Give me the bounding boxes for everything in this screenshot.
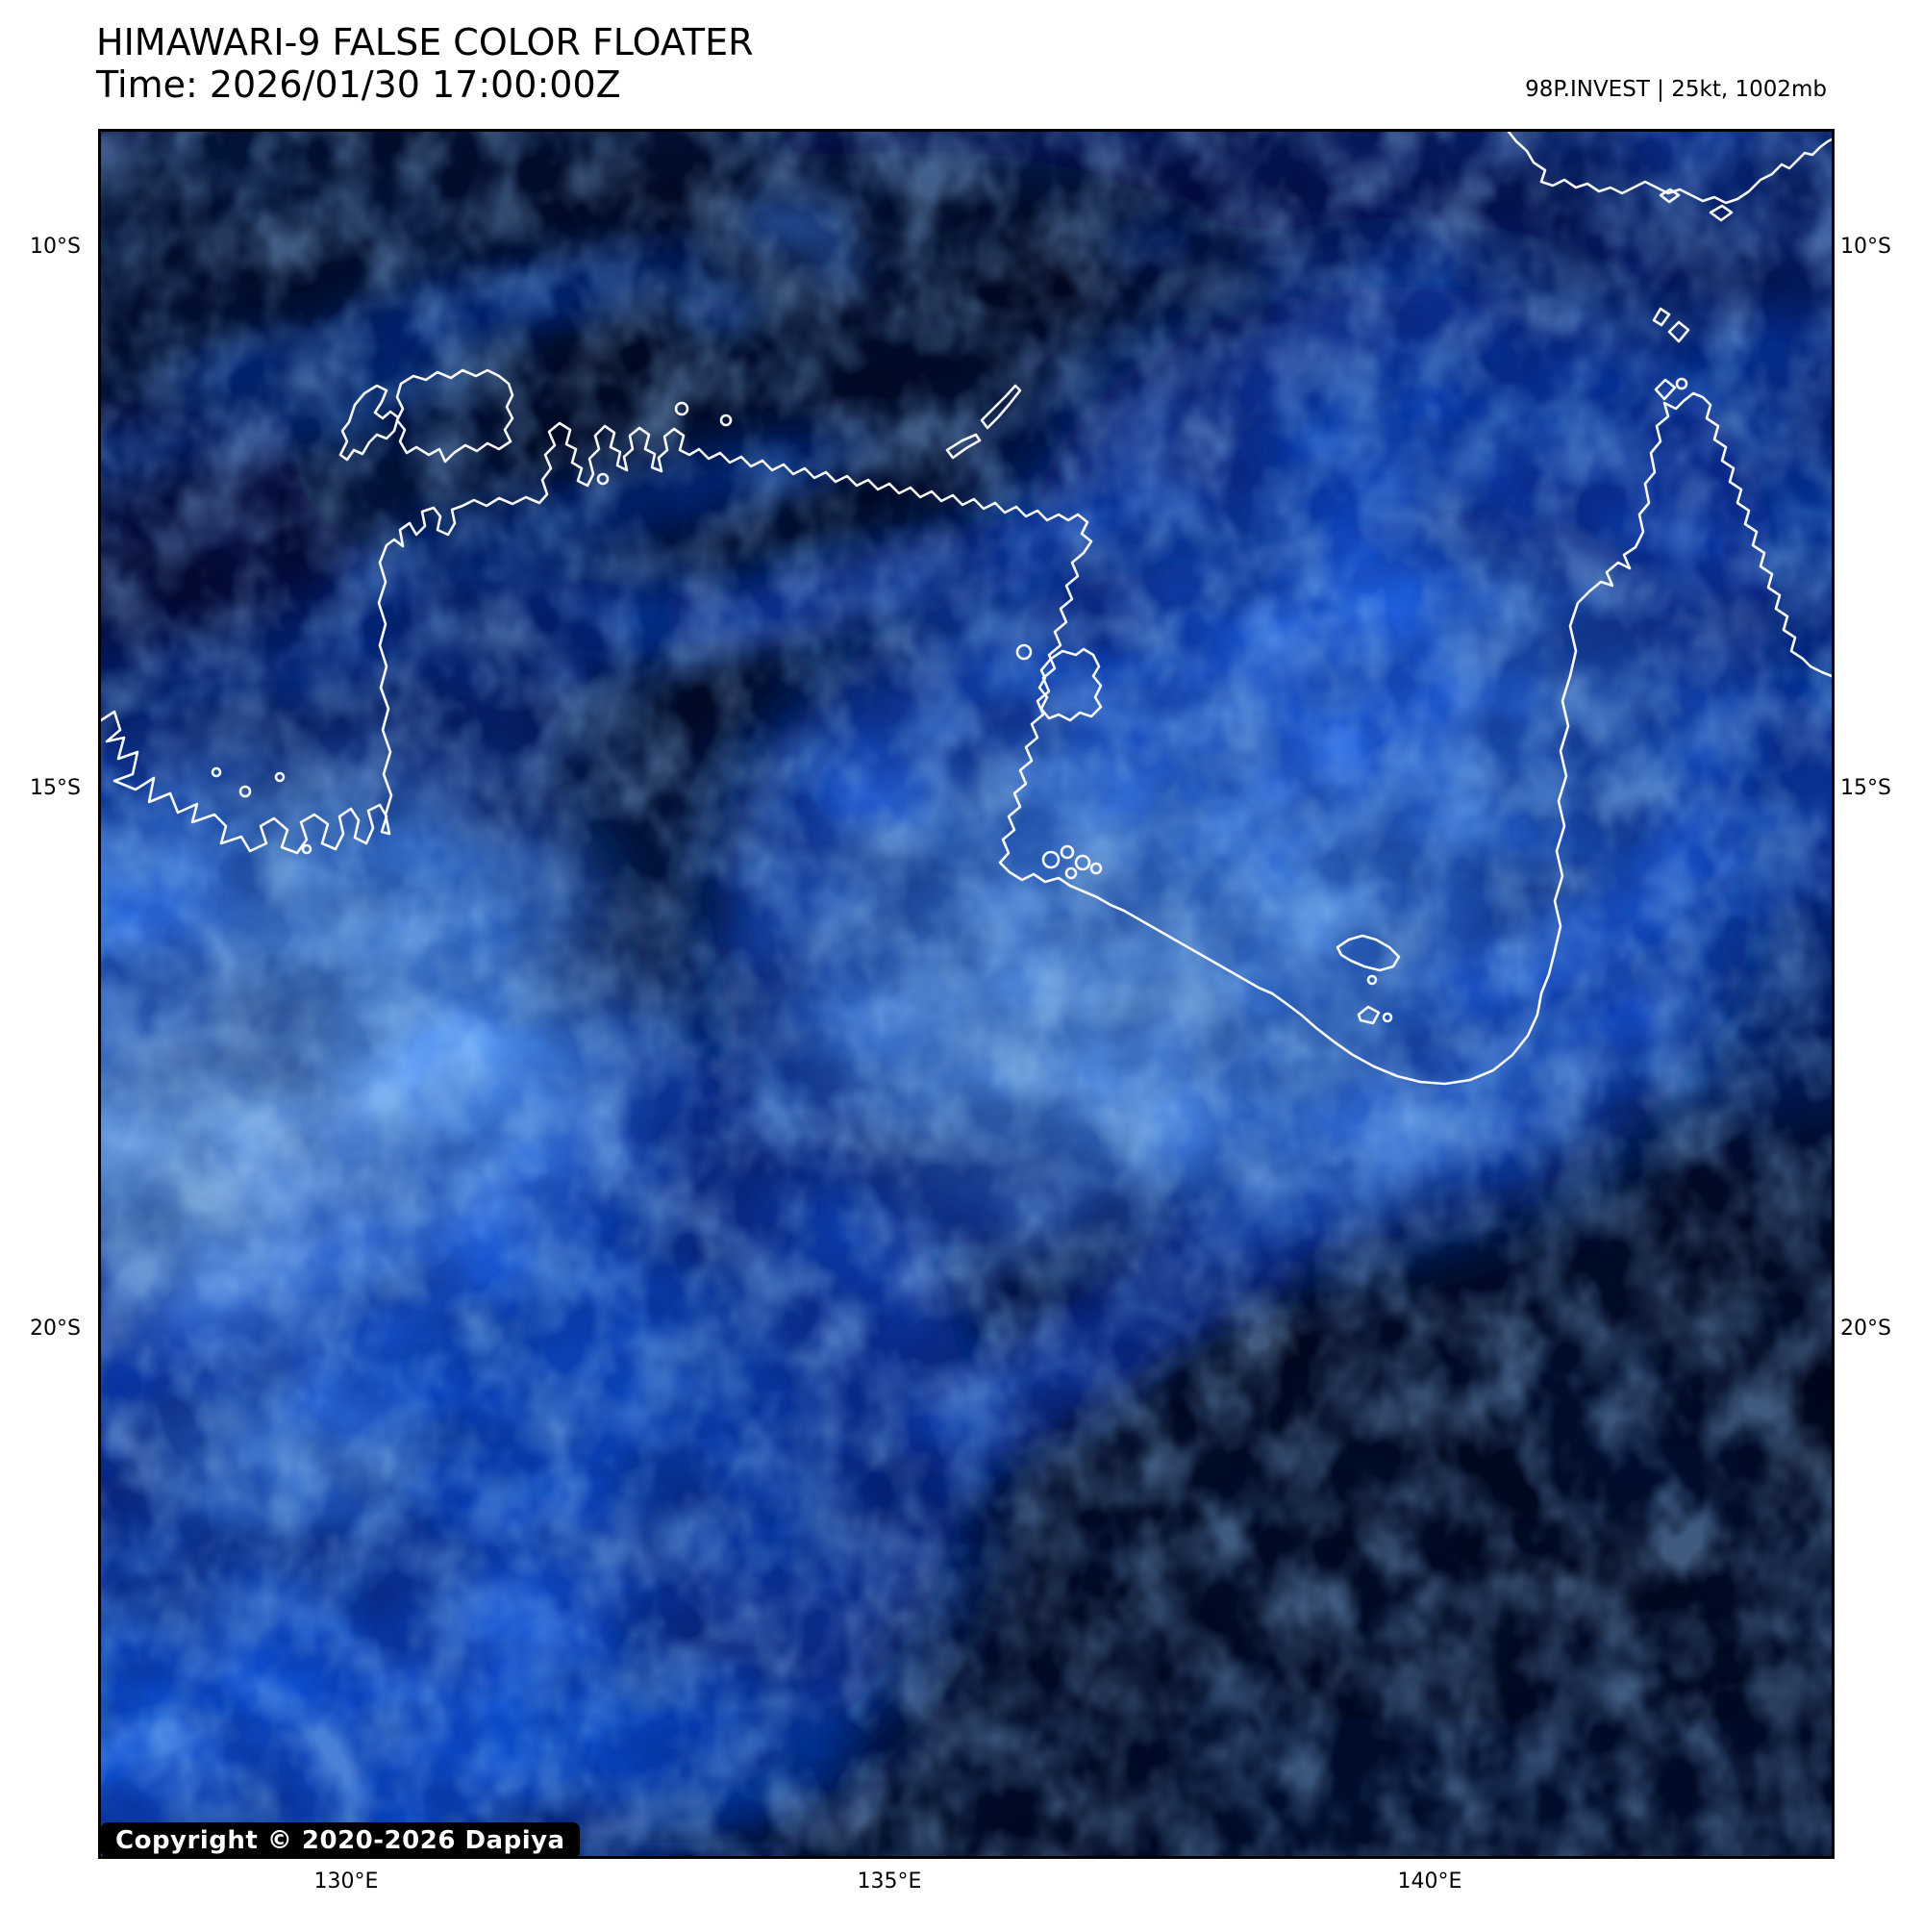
title-block: HIMAWARI-9 FALSE COLOR FLOATER Time: 202… <box>96 21 754 106</box>
himawari-floater-page: HIMAWARI-9 FALSE COLOR FLOATER Time: 202… <box>0 0 1923 1932</box>
noise-texture <box>101 132 1832 1856</box>
lon-label-135e: 135°E <box>858 1869 922 1894</box>
timestamp: Time: 2026/01/30 17:00:00Z <box>96 63 754 106</box>
copyright-badge: Copyright © 2020-2026 Dapiya <box>101 1822 580 1858</box>
page-title: HIMAWARI-9 FALSE COLOR FLOATER <box>96 21 754 63</box>
lon-label-140e: 140°E <box>1398 1869 1462 1894</box>
satellite-image <box>101 132 1832 1856</box>
lat-label-left-15s: 15°S <box>0 776 90 800</box>
lat-label-left-10s: 10°S <box>0 235 90 259</box>
lon-label-130e: 130°E <box>314 1869 379 1894</box>
satellite-map <box>98 129 1835 1859</box>
lat-label-left-20s: 20°S <box>0 1317 90 1341</box>
lat-label-right-10s: 10°S <box>1840 235 1923 259</box>
lat-label-right-15s: 15°S <box>1840 776 1923 800</box>
storm-info: 98P.INVEST | 25kt, 1002mb <box>1525 77 1827 102</box>
lat-label-right-20s: 20°S <box>1840 1317 1923 1341</box>
